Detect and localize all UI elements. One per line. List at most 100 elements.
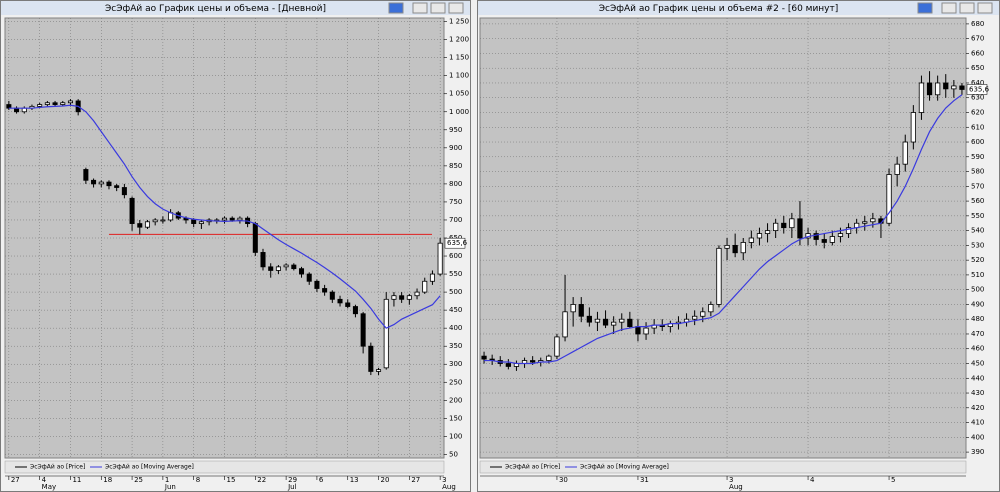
minimize-button[interactable] [941,2,957,14]
y-tick-label: 150 [449,414,462,422]
legend-label: ЭсЭфАй ао [Moving Average] [105,464,194,471]
candle-body [764,230,771,234]
y-tick-label: 250 [449,378,462,386]
y-tick-label: 1 200 [449,36,469,44]
candle-body [83,169,89,181]
x-tick-label: 6 [319,476,324,484]
candle-body [602,318,609,326]
x-tick-label: 15 [227,476,236,484]
candle-body [114,185,120,188]
candle-body [198,221,204,224]
legend-label: ЭсЭфАй ао [Price] [30,464,85,471]
candle-body [886,174,892,224]
candle-body [67,100,73,104]
y-tick-label: 400 [449,324,462,332]
y-tick-label: 500 [449,288,462,296]
candle-body [345,302,351,307]
last-price-label: 635,6 [969,85,990,93]
candle-body [121,187,127,196]
x-tick-label: 31 [640,476,649,484]
candle-body [554,336,560,357]
x-tick-label: 1 [165,476,169,484]
y-tick-label: 450 [971,360,984,368]
candle-body [91,179,97,185]
candle-body [268,266,274,271]
candle-body [52,102,58,105]
candle-body [275,266,281,271]
y-tick-label: 850 [449,162,462,170]
candle-body [291,264,297,270]
moving-average-line [484,94,963,365]
y-tick-label: 550 [449,270,462,278]
maximize-button[interactable] [959,2,975,14]
y-tick-label: 630 [971,94,984,102]
pin-button[interactable] [388,2,404,14]
x-tick-label: 29 [288,476,297,484]
candle-body [322,288,328,293]
candle-body [643,327,649,335]
candle-body [383,298,389,369]
candle-body [437,242,443,275]
candle-body [708,304,714,313]
y-tick-label: 1 250 [449,18,469,26]
y-tick-label: 470 [971,330,984,338]
y-tick-label: 600 [971,138,984,146]
candle-body [337,298,343,304]
x-tick-label: 8 [196,476,200,484]
candle-body [391,295,397,300]
candle-body [959,85,965,90]
chart-window: ЭсЭфАй ао График цены и объема #2 - [60 … [477,0,1000,492]
y-tick-label: 680 [971,20,984,28]
y-tick-label: 660 [971,49,984,57]
y-tick-label: 530 [971,241,984,249]
x-tick-label: 11 [72,476,81,484]
candle-body [692,315,698,320]
candle-body [60,102,66,105]
x-tick-label: 18 [103,476,112,484]
chart-window: ЭсЭфАй ао График цены и объема - [Дневно… [0,0,471,492]
y-tick-label: 520 [971,256,984,264]
y-tick-label: 430 [971,389,984,397]
y-tick-label: 460 [971,345,984,353]
x-tick-label: 27 [11,476,20,484]
candle-body [813,233,819,240]
candle-body [546,355,552,361]
candle-body [943,82,949,90]
maximize-button[interactable] [430,2,446,14]
y-tick-label: 450 [449,306,462,314]
candle-body [229,217,235,221]
month-label: May [42,483,56,491]
legend-bar [479,460,967,474]
candle-body [368,345,374,372]
pin-button[interactable] [917,2,933,14]
candle-body [926,82,933,96]
candle-body [406,295,412,300]
y-tick-label: 1 050 [449,90,469,98]
x-tick-label: 27 [411,476,420,484]
candle-body [635,326,641,335]
minimize-button[interactable] [412,2,428,14]
month-label: Jun [164,483,176,491]
candle-body [716,247,722,305]
x-tick-label: 13 [350,476,359,484]
candle-body [260,252,266,268]
candle-body [611,321,617,326]
candle-body [781,222,787,229]
candle-body [570,304,576,313]
y-tick-label: 580 [971,168,984,176]
y-tick-label: 410 [971,419,984,427]
close-button[interactable] [448,2,464,14]
candle-body [700,311,706,317]
y-tick-label: 50 [449,450,458,458]
y-tick-label: 300 [449,360,462,368]
candle-body [829,236,835,243]
candle-body [748,237,754,243]
candle-body [627,318,633,327]
candle-body [191,219,197,224]
month-label: Aug [442,483,456,491]
candle-body [594,318,601,323]
candle-body [221,217,228,221]
close-button[interactable] [977,2,993,14]
y-tick-label: 480 [971,315,984,323]
plot-area [479,17,967,459]
